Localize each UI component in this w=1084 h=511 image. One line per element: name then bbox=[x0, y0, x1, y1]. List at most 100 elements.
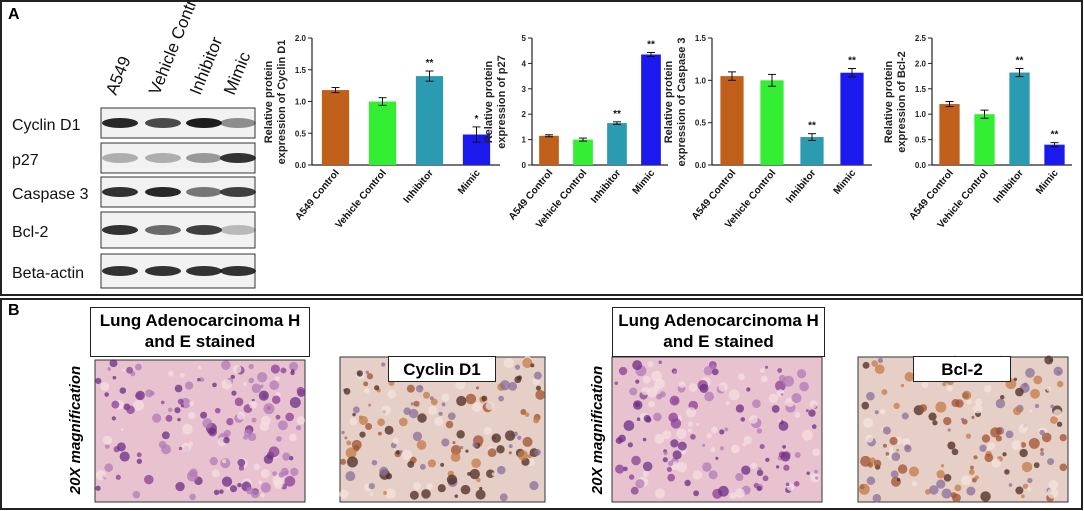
cell bbox=[104, 444, 110, 449]
blot-band bbox=[186, 225, 222, 235]
cell bbox=[359, 431, 366, 438]
cell bbox=[1019, 448, 1028, 458]
cell bbox=[491, 472, 496, 476]
cell bbox=[412, 431, 423, 442]
cell bbox=[1005, 430, 1014, 439]
cell bbox=[708, 470, 718, 480]
cell bbox=[259, 421, 270, 432]
cell bbox=[456, 430, 465, 439]
cell bbox=[369, 492, 374, 496]
cell bbox=[415, 384, 424, 393]
cell bbox=[866, 476, 876, 486]
cell bbox=[144, 474, 154, 485]
cell bbox=[814, 469, 818, 474]
cell bbox=[890, 470, 899, 479]
bar bbox=[1044, 144, 1065, 165]
cell bbox=[919, 404, 928, 412]
cell bbox=[702, 443, 706, 447]
bar bbox=[573, 139, 593, 165]
cell bbox=[508, 451, 512, 455]
cell bbox=[759, 443, 765, 450]
cell bbox=[776, 389, 785, 398]
cell bbox=[199, 377, 205, 382]
bar bbox=[368, 101, 397, 165]
cell bbox=[351, 439, 362, 450]
cell bbox=[921, 381, 929, 389]
significance-mark: ** bbox=[426, 58, 434, 69]
cell bbox=[1034, 403, 1040, 409]
cell bbox=[775, 380, 786, 392]
cell bbox=[487, 448, 497, 458]
cell bbox=[368, 482, 375, 490]
cell bbox=[746, 387, 751, 392]
cell bbox=[801, 429, 813, 441]
cell bbox=[112, 375, 117, 380]
cell bbox=[902, 437, 911, 447]
cell bbox=[685, 407, 697, 418]
cell bbox=[441, 438, 450, 447]
cell bbox=[256, 372, 268, 383]
cell bbox=[384, 425, 394, 435]
y-tick-label: 2.0 bbox=[295, 34, 307, 43]
cell bbox=[808, 409, 816, 417]
cell bbox=[632, 400, 643, 410]
bar bbox=[840, 72, 864, 165]
cell bbox=[896, 448, 900, 452]
blot-band bbox=[186, 118, 222, 128]
cell bbox=[874, 410, 879, 415]
cell bbox=[465, 393, 477, 405]
cell bbox=[880, 408, 886, 415]
cell bbox=[428, 405, 438, 416]
x-tick-label: Mimic bbox=[456, 168, 483, 197]
cell bbox=[295, 425, 302, 431]
cell bbox=[941, 488, 952, 499]
cell bbox=[243, 429, 252, 437]
y-tick-label: 0.0 bbox=[695, 161, 707, 170]
cell bbox=[871, 360, 878, 367]
cell bbox=[678, 381, 686, 388]
cell bbox=[179, 372, 185, 378]
cell bbox=[365, 370, 370, 375]
y-tick-label: 2.0 bbox=[915, 59, 927, 68]
cell bbox=[653, 412, 662, 422]
lane-label: A549 bbox=[102, 54, 134, 98]
cell bbox=[100, 381, 110, 392]
cell bbox=[670, 439, 679, 448]
cell bbox=[1053, 409, 1062, 418]
y-tick-label: 4 bbox=[522, 59, 527, 68]
cell bbox=[642, 375, 651, 384]
cell bbox=[427, 459, 436, 468]
cell bbox=[1040, 448, 1044, 452]
cell bbox=[908, 466, 920, 477]
cell bbox=[379, 466, 389, 476]
y-tick-label: 0 bbox=[522, 161, 527, 170]
blot-band bbox=[145, 153, 181, 163]
cell bbox=[995, 427, 1003, 435]
cell bbox=[749, 415, 758, 424]
cell bbox=[991, 458, 1001, 468]
cell bbox=[471, 458, 481, 468]
cell bbox=[221, 360, 231, 370]
cell bbox=[282, 452, 291, 461]
cell bbox=[290, 467, 299, 477]
cell bbox=[289, 397, 301, 408]
cell bbox=[658, 360, 662, 364]
cell bbox=[236, 411, 245, 420]
cell bbox=[469, 468, 480, 480]
cell bbox=[1059, 463, 1068, 472]
cell bbox=[783, 464, 790, 471]
cell bbox=[1013, 377, 1018, 381]
cell bbox=[269, 380, 280, 391]
cell bbox=[760, 375, 768, 383]
cell bbox=[136, 458, 143, 464]
cell bbox=[177, 417, 181, 422]
cell bbox=[936, 479, 946, 489]
bar bbox=[800, 137, 824, 165]
blot-band bbox=[220, 118, 256, 128]
y-axis-title: Relative protein expression of Cyclin D1 bbox=[263, 39, 288, 164]
cell bbox=[421, 489, 431, 499]
cell bbox=[615, 464, 625, 474]
cell bbox=[975, 398, 983, 406]
cell bbox=[791, 393, 802, 404]
cell bbox=[339, 489, 349, 499]
